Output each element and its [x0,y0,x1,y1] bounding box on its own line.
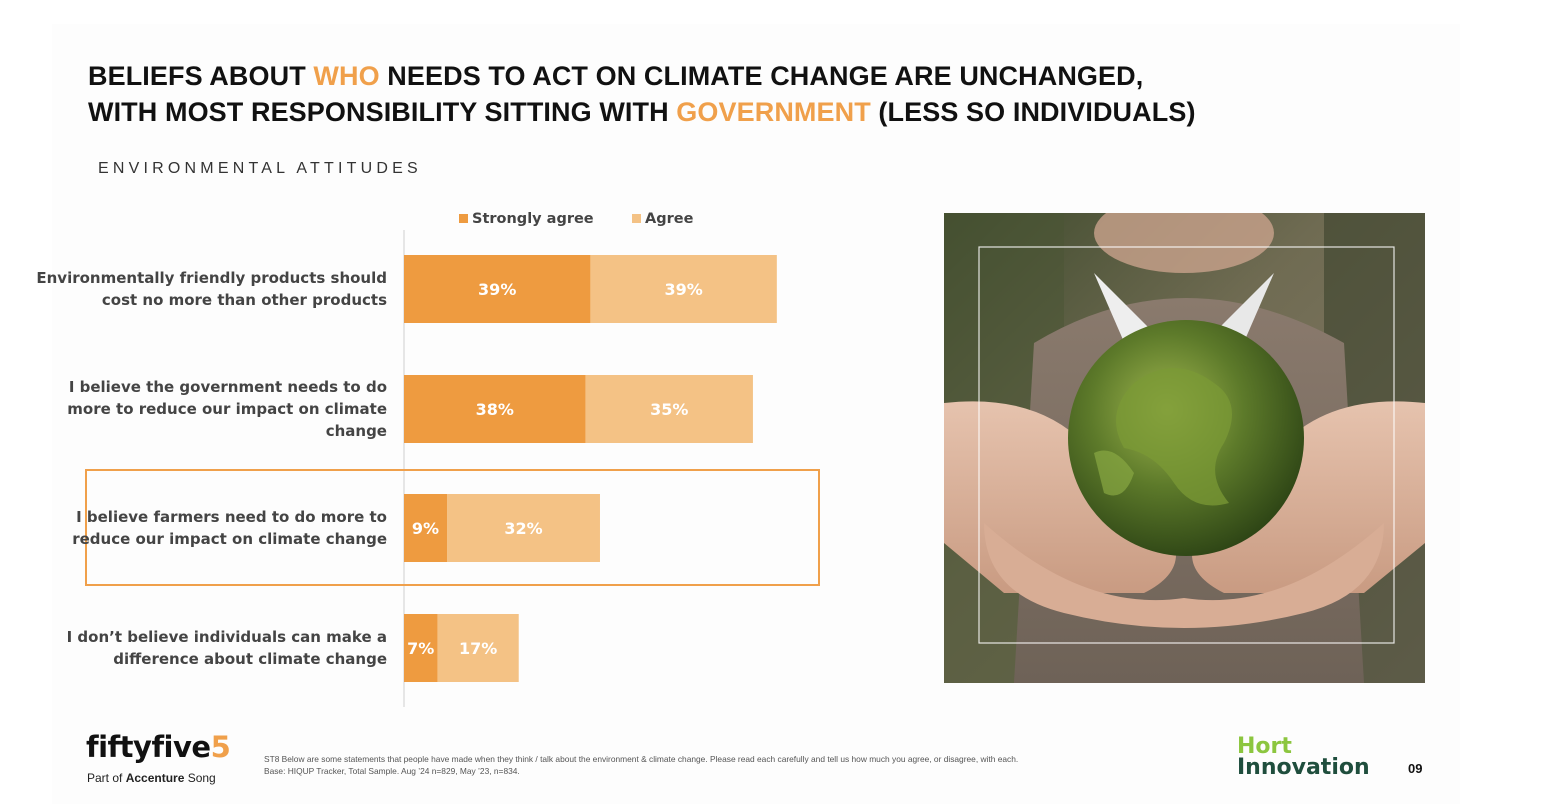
hort-innovation-logo: Hort Innovation [1237,734,1370,780]
highlight-box [85,469,820,586]
category-label: I don’t believe individuals can make a [67,628,387,646]
data-label: 39% [664,280,702,299]
legend-swatch-1 [632,214,641,223]
page-number: 09 [1408,761,1423,776]
category-label: more to reduce our impact on climate [67,400,387,418]
slide-title: BELIEFS ABOUT WHO NEEDS TO ACT ON CLIMAT… [88,61,1196,127]
category-label: Environmentally friendly products should [36,269,387,287]
bar-strongly-agree [404,255,591,323]
data-label: 9% [412,519,439,538]
logo-subtitle: Part of Accenture Song [87,771,216,785]
bar-strongly-agree [404,494,448,562]
data-label: 35% [650,400,688,419]
data-label: 39% [478,280,516,299]
legend-label-0: Strongly agree [472,211,594,227]
bar-strongly-agree [404,614,438,682]
footnote: ST8 Below are some statements that peopl… [264,754,1019,776]
stacked-bar-chart: Strongly agree Agree Environmentally frien… [36,211,820,707]
legend-label-1: Agree [645,211,694,227]
category-label: I believe the government needs to do [69,378,387,396]
category-label: change [326,422,387,440]
category-label: difference about climate change [113,650,387,668]
fiftyfive5-logo: fiftyfive5 [86,730,231,764]
bar-agree [447,494,600,562]
bar-strongly-agree [404,375,586,443]
bar-agree [590,255,777,323]
section-subtitle: ENVIRONMENTAL ATTITUDES [98,160,422,177]
bar-agree [437,614,519,682]
category-label: I believe farmers need to do more to [76,508,387,526]
data-label: 32% [504,519,542,538]
category-label: reduce our impact on climate change [72,530,387,548]
data-label: 38% [476,400,514,419]
legend-swatch-0 [459,214,468,223]
hands-holding-globe-photo [944,213,1425,683]
bar-agree [585,375,753,443]
data-label: 7% [407,639,434,658]
data-label: 17% [459,639,497,658]
category-label: cost no more than other products [102,291,387,309]
